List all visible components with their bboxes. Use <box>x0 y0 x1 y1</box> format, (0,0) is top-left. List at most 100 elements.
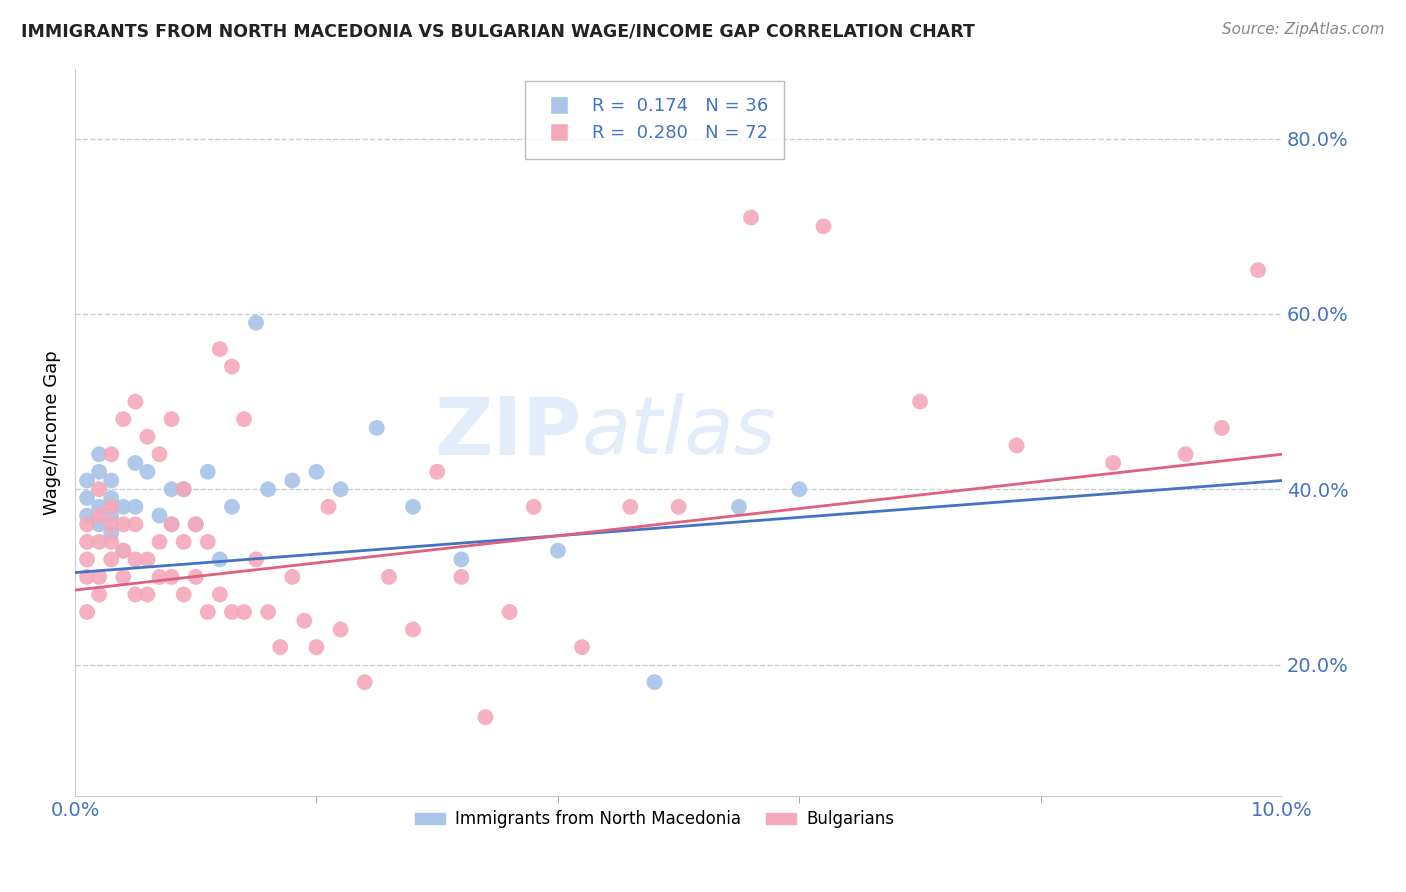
Point <box>208 552 231 566</box>
Point <box>124 517 146 532</box>
Point <box>100 526 122 541</box>
Point <box>160 412 183 426</box>
Point <box>112 570 135 584</box>
Point <box>89 534 111 549</box>
Point <box>197 534 219 549</box>
Legend: Immigrants from North Macedonia, Bulgarians: Immigrants from North Macedonia, Bulgari… <box>408 804 901 835</box>
Point <box>173 534 195 549</box>
Point <box>76 552 98 566</box>
Point <box>643 675 665 690</box>
Point <box>112 543 135 558</box>
Point <box>208 587 231 601</box>
Y-axis label: Wage/Income Gap: Wage/Income Gap <box>44 350 60 515</box>
Point <box>76 491 98 505</box>
Point <box>281 474 304 488</box>
Point <box>124 394 146 409</box>
Point <box>619 500 641 514</box>
Text: IMMIGRANTS FROM NORTH MACEDONIA VS BULGARIAN WAGE/INCOME GAP CORRELATION CHART: IMMIGRANTS FROM NORTH MACEDONIA VS BULGA… <box>21 22 974 40</box>
Point <box>1174 447 1197 461</box>
Point <box>124 587 146 601</box>
Point <box>184 517 207 532</box>
Point <box>173 483 195 497</box>
Point <box>76 570 98 584</box>
Point <box>208 342 231 356</box>
Point <box>148 534 170 549</box>
Point <box>245 552 267 566</box>
Point <box>160 517 183 532</box>
Point <box>100 500 122 514</box>
Point <box>124 500 146 514</box>
Point <box>136 587 159 601</box>
Text: ZIP: ZIP <box>434 393 582 471</box>
Point <box>305 465 328 479</box>
Point <box>450 570 472 584</box>
Point <box>112 517 135 532</box>
Point <box>148 508 170 523</box>
Point <box>89 570 111 584</box>
Point <box>148 570 170 584</box>
Point <box>908 394 931 409</box>
Point <box>160 483 183 497</box>
Point <box>136 465 159 479</box>
Point <box>100 508 122 523</box>
Text: Source: ZipAtlas.com: Source: ZipAtlas.com <box>1222 22 1385 37</box>
Point <box>813 219 835 234</box>
Point <box>148 447 170 461</box>
Point <box>221 500 243 514</box>
Point <box>100 491 122 505</box>
Point <box>89 483 111 497</box>
Point <box>76 474 98 488</box>
Point <box>378 570 401 584</box>
Point <box>1102 456 1125 470</box>
Point <box>89 465 111 479</box>
Point <box>112 412 135 426</box>
Point <box>728 500 751 514</box>
Point <box>474 710 496 724</box>
Point <box>100 474 122 488</box>
Point <box>89 587 111 601</box>
Point <box>353 675 375 690</box>
Point <box>124 456 146 470</box>
Point <box>402 623 425 637</box>
Point <box>89 517 111 532</box>
Point <box>136 552 159 566</box>
Point <box>233 605 256 619</box>
Point <box>292 614 315 628</box>
Point <box>318 500 340 514</box>
Point <box>547 543 569 558</box>
Point <box>450 552 472 566</box>
Point <box>112 543 135 558</box>
Point <box>426 465 449 479</box>
Point <box>789 483 811 497</box>
Point <box>366 421 388 435</box>
Point <box>740 211 762 225</box>
Point <box>76 508 98 523</box>
Point <box>184 570 207 584</box>
Text: atlas: atlas <box>582 393 776 471</box>
Point <box>498 605 520 619</box>
Point <box>76 517 98 532</box>
Point <box>329 483 352 497</box>
Point <box>173 483 195 497</box>
Point <box>89 508 111 523</box>
Point <box>184 517 207 532</box>
Point <box>197 605 219 619</box>
Point <box>221 359 243 374</box>
Point <box>269 640 291 654</box>
Point <box>124 552 146 566</box>
Point <box>402 500 425 514</box>
Point <box>76 605 98 619</box>
Point <box>160 570 183 584</box>
Point <box>305 640 328 654</box>
Point <box>221 605 243 619</box>
Point <box>160 517 183 532</box>
Point <box>257 483 280 497</box>
Point <box>1005 438 1028 452</box>
Point <box>100 552 122 566</box>
Point <box>571 640 593 654</box>
Point <box>173 587 195 601</box>
Point <box>257 605 280 619</box>
Point <box>136 430 159 444</box>
Point <box>281 570 304 584</box>
Point <box>89 500 111 514</box>
